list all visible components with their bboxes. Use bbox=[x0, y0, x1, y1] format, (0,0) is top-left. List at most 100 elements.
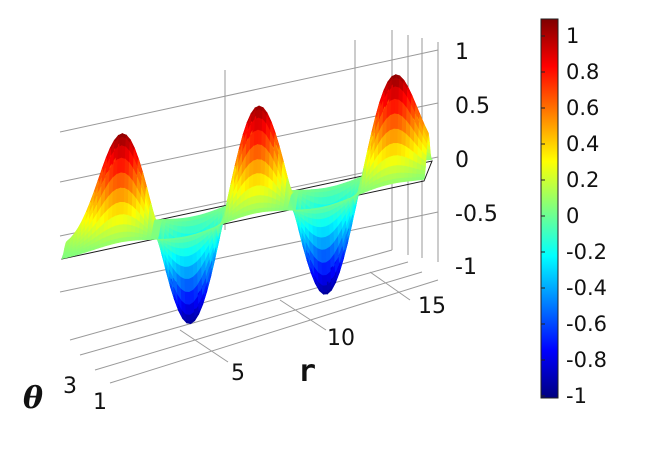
z-tick-label: 0 bbox=[455, 148, 469, 173]
surface-patch bbox=[179, 239, 183, 243]
surface-patch bbox=[393, 143, 397, 156]
surface-patch bbox=[258, 118, 262, 131]
surface-patch bbox=[264, 196, 268, 203]
surface-patch bbox=[257, 160, 261, 174]
colorbar-tick-label: 0.8 bbox=[566, 60, 599, 84]
surface-patch bbox=[397, 143, 401, 156]
surface-patch bbox=[121, 146, 125, 159]
surface-patch bbox=[130, 237, 134, 241]
surface-patch bbox=[253, 160, 257, 175]
surface-patch bbox=[126, 237, 130, 241]
r-tick-label: 5 bbox=[231, 361, 245, 386]
surface-patch bbox=[420, 177, 424, 180]
surface-patch bbox=[147, 238, 151, 240]
surface-patch bbox=[287, 209, 291, 210]
surface-patch bbox=[185, 292, 189, 305]
surface-patch bbox=[252, 196, 256, 205]
surface-patch bbox=[190, 226, 194, 234]
floor-grid bbox=[70, 250, 438, 383]
surface-patch bbox=[321, 227, 325, 238]
surface-patch bbox=[317, 219, 321, 227]
grid-line bbox=[280, 300, 326, 330]
surface-patch bbox=[167, 239, 171, 240]
surface-patch bbox=[398, 129, 402, 144]
surface-patch bbox=[401, 156, 405, 166]
surface-patch bbox=[276, 205, 280, 209]
surface-patch bbox=[185, 267, 189, 279]
theta-axis-ticks: 1 3 bbox=[63, 374, 107, 415]
surface-patch bbox=[322, 275, 326, 286]
grid-line bbox=[110, 280, 438, 383]
surface-patch bbox=[321, 219, 325, 228]
colorbar-tick-label: 0 bbox=[566, 204, 579, 228]
surface-patch bbox=[260, 186, 264, 196]
surface-patch bbox=[315, 193, 319, 198]
surface-patch bbox=[186, 315, 190, 322]
surface-patch bbox=[400, 173, 404, 178]
surface-patch bbox=[123, 232, 127, 238]
surface-patch bbox=[123, 215, 127, 225]
surface-patch bbox=[394, 114, 398, 130]
surface-patch bbox=[260, 203, 264, 209]
surface-patch bbox=[261, 174, 265, 187]
surface-patch bbox=[182, 218, 186, 222]
grid-line bbox=[95, 272, 422, 370]
surface-patch bbox=[189, 265, 193, 279]
grid-line bbox=[180, 330, 228, 362]
surface-patch bbox=[322, 250, 326, 264]
surface-patch bbox=[322, 263, 326, 276]
surface-patch bbox=[131, 232, 135, 237]
surface-patch bbox=[131, 226, 135, 233]
surface-patch bbox=[412, 174, 416, 178]
surface-patch bbox=[123, 225, 127, 233]
surface-plot bbox=[62, 75, 432, 324]
surface-patch bbox=[121, 158, 125, 173]
surface-patch bbox=[417, 169, 421, 174]
r-tick-label: 10 bbox=[327, 326, 355, 351]
surface-patch bbox=[120, 188, 124, 202]
surface-patch bbox=[404, 173, 408, 178]
surface-patch bbox=[319, 192, 323, 197]
surface-patch bbox=[119, 215, 123, 225]
surface-patch bbox=[291, 210, 295, 211]
z-tick-label: -1 bbox=[455, 255, 477, 280]
surface-patch bbox=[179, 243, 183, 249]
surface-patch bbox=[321, 237, 325, 250]
surface-patch bbox=[389, 143, 393, 157]
theta-tick-label: 1 bbox=[93, 390, 107, 415]
surface-patch bbox=[268, 203, 272, 208]
surface-patch bbox=[125, 173, 129, 190]
surface-patch bbox=[256, 186, 260, 196]
surface-patch bbox=[322, 197, 326, 205]
surface-patch bbox=[408, 178, 412, 181]
surface-patch bbox=[317, 227, 321, 238]
surface-patch bbox=[416, 174, 420, 178]
surface-patch bbox=[185, 279, 189, 292]
surface-patch bbox=[323, 286, 327, 293]
colorbar-tick-label: -1 bbox=[566, 384, 587, 408]
theta-tick-label: 3 bbox=[63, 374, 77, 399]
surface-patch bbox=[412, 178, 416, 181]
surface-patch bbox=[186, 227, 190, 235]
surface-patch bbox=[395, 87, 399, 100]
surface-patch bbox=[384, 181, 388, 186]
r-axis-label: r bbox=[298, 354, 316, 389]
surface-patch bbox=[400, 178, 404, 182]
surface-patch bbox=[261, 160, 265, 175]
surface-patch bbox=[254, 118, 258, 132]
colorbar-tick-label: 0.4 bbox=[566, 132, 599, 156]
surface-patch bbox=[124, 188, 128, 203]
surface-patch bbox=[264, 187, 268, 197]
colorbar-tick-label: -0.6 bbox=[566, 312, 607, 336]
surface-patch bbox=[268, 197, 272, 204]
surface-patch bbox=[257, 145, 261, 160]
surface-patch bbox=[256, 196, 260, 204]
theta-axis-label: θ bbox=[23, 381, 43, 416]
surface-patch bbox=[186, 305, 190, 316]
surface-patch bbox=[183, 242, 187, 249]
surface-patch bbox=[178, 222, 182, 227]
surface-patch bbox=[272, 204, 276, 208]
surface-patch bbox=[395, 78, 399, 88]
surface-patch bbox=[264, 203, 268, 208]
